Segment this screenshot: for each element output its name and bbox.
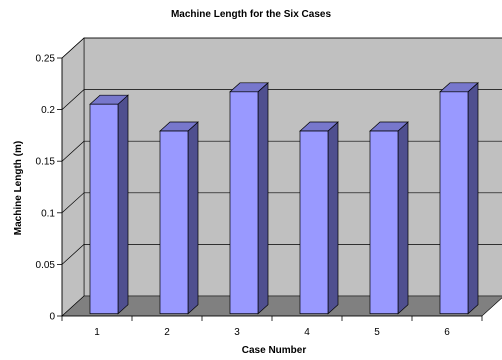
bar-side xyxy=(467,82,479,315)
bar-side xyxy=(187,121,199,315)
x-tick-label: 4 xyxy=(304,327,310,338)
bar xyxy=(89,94,129,315)
bar-front xyxy=(89,103,119,315)
x-tick-labels: 1 2 3 4 5 6 xyxy=(94,327,450,338)
bar-side xyxy=(327,121,339,315)
x-tick-label: 2 xyxy=(164,327,170,338)
x-tick-label: 3 xyxy=(234,327,240,338)
y-tick-label: 0.05 xyxy=(36,260,56,271)
y-axis-label: Machine Length (m) xyxy=(13,141,24,235)
y-tick-label: 0.2 xyxy=(41,105,55,116)
bar xyxy=(299,121,339,315)
bar-front xyxy=(439,91,469,315)
bar xyxy=(229,82,269,315)
gridline xyxy=(61,244,502,265)
bar-side xyxy=(117,94,129,315)
x-axis-label: Case Number xyxy=(242,345,307,356)
bar xyxy=(159,121,199,315)
gridline xyxy=(61,89,502,110)
y-tick-label: 0.25 xyxy=(36,54,56,65)
bars xyxy=(89,82,479,315)
back-wall xyxy=(83,37,502,297)
bar-front xyxy=(229,91,259,315)
bar xyxy=(369,121,409,315)
bar-front xyxy=(369,130,399,315)
gridline xyxy=(61,192,502,214)
bar-side xyxy=(257,82,269,315)
gridline xyxy=(61,140,502,162)
x-tick-label: 1 xyxy=(94,327,100,338)
bar-front xyxy=(299,130,329,315)
y-tick-label: 0.1 xyxy=(41,208,55,219)
x-tick-label: 6 xyxy=(444,327,450,338)
side-wall xyxy=(61,37,85,317)
y-tick-label: 0.15 xyxy=(36,157,56,168)
y-tick-labels: 0 0.05 0.1 0.15 0.2 0.25 xyxy=(36,54,56,323)
gridline xyxy=(61,37,502,59)
gridlines xyxy=(61,37,502,265)
y-tick-label: 0 xyxy=(49,312,55,323)
bar xyxy=(439,82,479,315)
axes xyxy=(57,57,483,321)
bar-front xyxy=(159,130,189,315)
x-tick-label: 5 xyxy=(374,327,380,338)
bar-side xyxy=(397,121,409,315)
chart-title: Machine Length for the Six Cases xyxy=(171,9,331,20)
